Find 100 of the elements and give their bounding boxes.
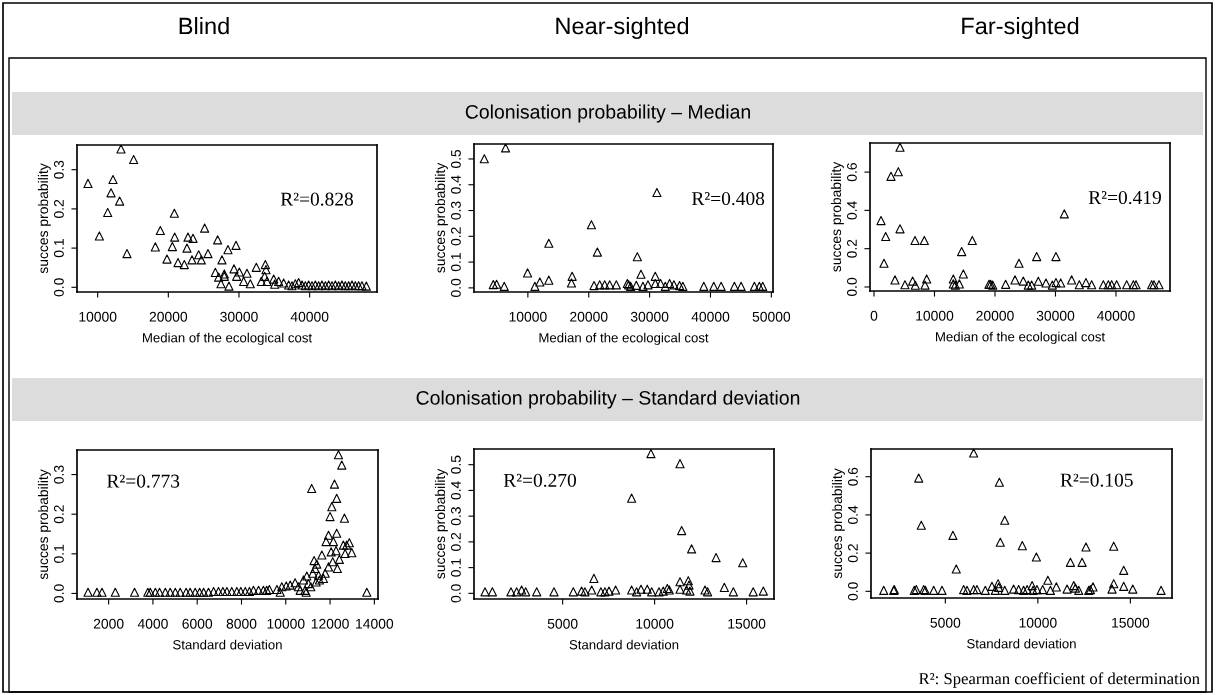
point [1014, 258, 1024, 268]
point [699, 281, 709, 291]
point [678, 281, 688, 291]
point [920, 280, 930, 290]
y-axis-title: succes probability [37, 469, 51, 580]
point [632, 252, 642, 262]
point [1109, 541, 1119, 551]
point [1027, 280, 1037, 290]
x-tick-label: 20000 [976, 310, 1014, 321]
point [677, 525, 687, 536]
point [879, 258, 889, 268]
point [1038, 584, 1048, 595]
point [1056, 278, 1066, 288]
point [951, 564, 961, 574]
point [675, 584, 685, 594]
point [600, 280, 610, 290]
x-tick-label: 5000 [930, 617, 961, 628]
point [592, 247, 602, 257]
point [566, 278, 577, 288]
point [948, 530, 958, 540]
point [650, 271, 660, 281]
point [937, 585, 947, 595]
point [957, 246, 967, 257]
y-tick-label: 0.2 [451, 532, 461, 551]
point [600, 587, 610, 597]
point [1028, 585, 1038, 595]
point [636, 269, 646, 279]
point [748, 587, 758, 597]
x-tick-label: 40000 [691, 311, 730, 322]
point [652, 187, 662, 198]
y-axis-title: succes probability [830, 161, 844, 272]
point [627, 493, 637, 503]
point [479, 154, 489, 164]
point [1047, 280, 1057, 290]
point [1051, 251, 1061, 262]
point [958, 269, 968, 279]
x-tick-label: 10000 [916, 310, 954, 321]
y-axis-title: succes probability [434, 468, 448, 579]
point [686, 544, 697, 554]
x-tick-label: 0 [870, 310, 878, 321]
x-tick-label: 8000 [226, 618, 257, 629]
point [487, 587, 497, 597]
point [642, 584, 652, 594]
y-axis-title: succes probability [434, 162, 448, 273]
point [636, 584, 646, 594]
point [646, 449, 656, 459]
annotation: R²=0.408 [691, 191, 765, 206]
point [586, 220, 597, 230]
y-tick-label: 0.5 [451, 455, 461, 474]
point [728, 587, 738, 597]
point [638, 281, 648, 291]
point [631, 280, 641, 290]
point [995, 537, 1005, 547]
point [900, 280, 910, 290]
point [879, 585, 889, 595]
y-tick-label: 0.3 [54, 160, 64, 179]
point [1032, 251, 1042, 262]
point [506, 587, 516, 597]
point [660, 281, 670, 291]
x-axis-title: Standard deviation [569, 639, 679, 650]
point [643, 280, 653, 290]
point [895, 143, 905, 152]
point [1023, 280, 1033, 290]
x-axis-title: Standard deviation [173, 639, 282, 650]
point [576, 586, 587, 596]
point [669, 280, 679, 290]
y-tick-label: 0.2 [54, 199, 64, 219]
y-tick-label: 0.0 [451, 584, 461, 603]
text: R²: Spearman coefficient of determination [919, 672, 1200, 688]
y-tick-label: 0.6 [847, 163, 857, 182]
point [611, 585, 621, 595]
point [654, 587, 664, 597]
point [1087, 280, 1097, 290]
y-tick-label: 0.1 [54, 544, 64, 563]
x-tick-label: 40000 [290, 311, 329, 322]
point [910, 235, 920, 246]
point [1032, 584, 1042, 595]
point [535, 277, 545, 287]
point [1000, 585, 1010, 595]
y-axis-title: succes probability [37, 163, 51, 274]
y-tick-label: 0.2 [847, 239, 857, 258]
point [627, 585, 637, 595]
point [683, 576, 693, 586]
x-tick-label: 10000 [1019, 617, 1057, 628]
point [1107, 280, 1117, 290]
point [522, 268, 533, 278]
y-tick-label: 0.6 [848, 467, 858, 486]
point [544, 275, 554, 285]
point [711, 552, 721, 563]
point [532, 587, 542, 597]
x-tick-label: 30000 [630, 311, 669, 322]
x-tick-label: 10000 [267, 618, 305, 629]
point [650, 278, 660, 289]
y-tick-label: 0.2 [451, 227, 461, 246]
y-tick-label: 0.1 [451, 253, 461, 272]
point [876, 215, 886, 226]
x-tick-label: 15000 [1112, 617, 1150, 628]
point [1027, 580, 1037, 591]
point [749, 281, 759, 291]
point [491, 279, 502, 289]
